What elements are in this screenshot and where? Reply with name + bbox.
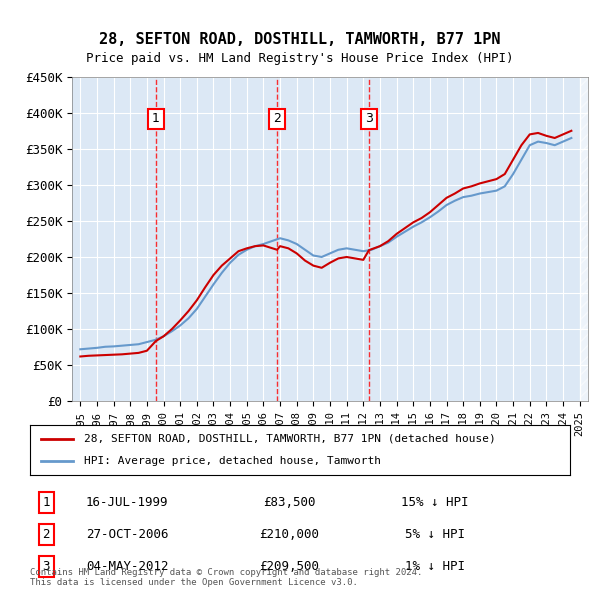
Text: 1: 1 — [152, 112, 160, 126]
Text: Contains HM Land Registry data © Crown copyright and database right 2024.
This d: Contains HM Land Registry data © Crown c… — [30, 568, 422, 587]
Text: 3: 3 — [365, 112, 373, 126]
Text: 2: 2 — [273, 112, 281, 126]
Text: 2: 2 — [43, 528, 50, 541]
Text: 27-OCT-2006: 27-OCT-2006 — [86, 528, 169, 541]
Text: 04-MAY-2012: 04-MAY-2012 — [86, 560, 169, 573]
Text: 5% ↓ HPI: 5% ↓ HPI — [405, 528, 465, 541]
Text: 28, SEFTON ROAD, DOSTHILL, TAMWORTH, B77 1PN: 28, SEFTON ROAD, DOSTHILL, TAMWORTH, B77… — [99, 32, 501, 47]
Text: £209,500: £209,500 — [259, 560, 319, 573]
Text: 15% ↓ HPI: 15% ↓ HPI — [401, 496, 469, 509]
Text: £210,000: £210,000 — [259, 528, 319, 541]
Text: 3: 3 — [43, 560, 50, 573]
Text: HPI: Average price, detached house, Tamworth: HPI: Average price, detached house, Tamw… — [84, 456, 381, 466]
Text: Price paid vs. HM Land Registry's House Price Index (HPI): Price paid vs. HM Land Registry's House … — [86, 52, 514, 65]
Text: 1% ↓ HPI: 1% ↓ HPI — [405, 560, 465, 573]
Text: 28, SEFTON ROAD, DOSTHILL, TAMWORTH, B77 1PN (detached house): 28, SEFTON ROAD, DOSTHILL, TAMWORTH, B77… — [84, 434, 496, 444]
Text: £83,500: £83,500 — [263, 496, 316, 509]
Text: 1: 1 — [43, 496, 50, 509]
Text: 16-JUL-1999: 16-JUL-1999 — [86, 496, 169, 509]
